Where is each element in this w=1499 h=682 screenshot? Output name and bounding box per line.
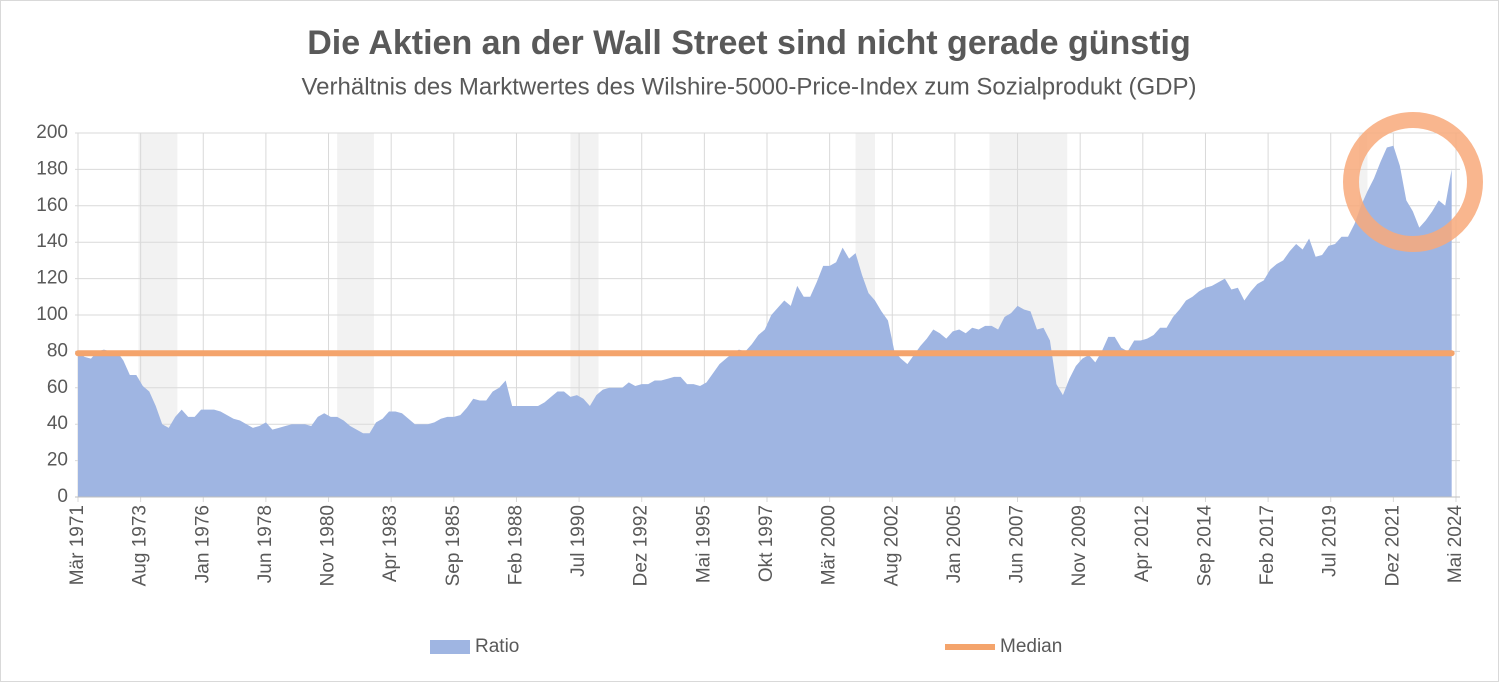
x-tick-label: Mär 1971	[67, 505, 88, 585]
x-tick-label: Aug 1973	[130, 505, 151, 586]
y-tick-label: 140	[36, 231, 68, 252]
plot-layer	[75, 145, 1455, 498]
legend-label: Median	[1000, 636, 1062, 657]
x-tick-label: Feb 1988	[505, 505, 526, 585]
x-tick-label: Jan 1976	[192, 505, 213, 583]
y-tick-label: 200	[36, 122, 68, 143]
x-tick-label: Sep 2014	[1194, 505, 1215, 587]
x-tick-label: Aug 2002	[881, 505, 902, 586]
x-tick-label: Jun 2007	[1007, 505, 1028, 583]
highlight-circle	[1343, 112, 1483, 252]
y-tick-label: 160	[36, 195, 68, 216]
x-tick-label: Mai 1995	[693, 505, 714, 583]
x-tick-label: Okt 1997	[756, 505, 777, 582]
x-tick-label: Apr 1983	[380, 505, 401, 582]
x-tick-label: Jul 1990	[568, 505, 589, 577]
y-tick-label: 180	[36, 158, 68, 179]
x-tick-label: Mär 2000	[819, 505, 840, 585]
chart-subtitle: Verhältnis des Marktwertes des Wilshire-…	[302, 73, 1197, 100]
x-tick-label: Jun 1978	[255, 505, 276, 583]
x-tick-label: Apr 2012	[1132, 505, 1153, 582]
x-tick-label: Jul 2019	[1320, 505, 1341, 577]
x-tick-label: Mai 2024	[1445, 505, 1466, 584]
chart-title: Die Aktien an der Wall Street sind nicht…	[307, 24, 1191, 62]
x-tick-label: Feb 2017	[1257, 505, 1278, 585]
x-tick-label: Jan 2005	[944, 505, 965, 583]
y-tick-label: 60	[47, 377, 68, 398]
x-tick-label: Nov 2009	[1069, 505, 1090, 586]
legend-swatch	[430, 640, 470, 654]
y-tick-label: 20	[47, 450, 68, 471]
y-tick-label: 80	[47, 340, 68, 361]
x-tick-label: Dez 1992	[631, 505, 652, 586]
y-tick-label: 100	[36, 304, 68, 325]
x-tick-label: Dez 2021	[1382, 505, 1403, 586]
legend-label: Ratio	[475, 636, 519, 657]
x-tick-label: Sep 1985	[443, 505, 464, 586]
x-tick-label: Nov 1980	[318, 505, 339, 586]
ratio-area	[78, 145, 1452, 498]
y-tick-label: 0	[57, 486, 68, 507]
y-tick-label: 120	[36, 268, 68, 289]
y-tick-label: 40	[47, 413, 68, 434]
